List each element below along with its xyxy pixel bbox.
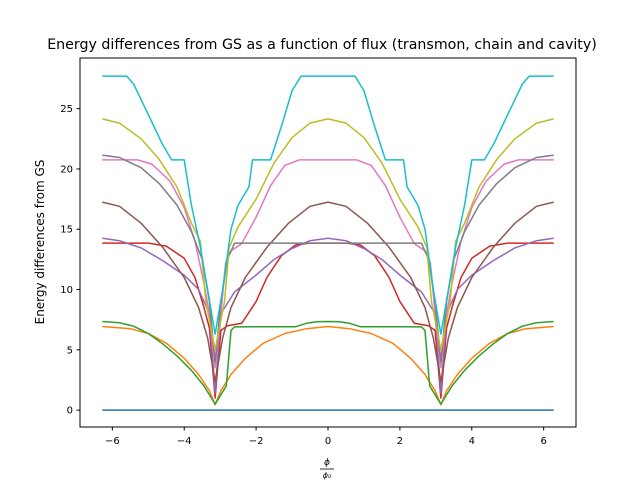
- series-line-9: [102, 118, 554, 351]
- series-line-5: [102, 237, 554, 394]
- series-line-10: [102, 75, 554, 335]
- y-tick-label: 5: [67, 345, 73, 356]
- y-tick-label: 20: [60, 164, 73, 175]
- y-tick-label: 0: [67, 406, 73, 417]
- series-line-3: [102, 320, 554, 405]
- y-axis-label: Energy differences from GS: [33, 160, 47, 325]
- series-line-6: [102, 201, 554, 382]
- x-tick-label: 2: [397, 436, 403, 447]
- x-axis-ticks: −6 −4 −2 0 2 4 6: [105, 427, 547, 447]
- series-line-7: [102, 159, 554, 369]
- series-line-8: [102, 154, 554, 363]
- y-tick-label: 25: [60, 104, 73, 115]
- x-axis-label-denominator: ϕ₀: [323, 471, 332, 480]
- x-axis-label-numerator: ϕ: [324, 458, 330, 468]
- x-tick-label: −2: [249, 436, 264, 447]
- series-layer: [102, 75, 554, 411]
- x-tick-label: 6: [540, 436, 546, 447]
- series-line-2: [102, 325, 554, 406]
- x-tick-label: −6: [105, 436, 120, 447]
- x-tick-label: 4: [469, 436, 475, 447]
- y-tick-label: 10: [60, 285, 73, 296]
- y-axis-ticks: 0 5 10 15 20 25: [60, 104, 80, 417]
- chart-title: Energy differences from GS as a function…: [47, 37, 597, 53]
- y-tick-label: 15: [60, 225, 73, 236]
- x-tick-label: 0: [325, 436, 331, 447]
- x-tick-label: −4: [177, 436, 192, 447]
